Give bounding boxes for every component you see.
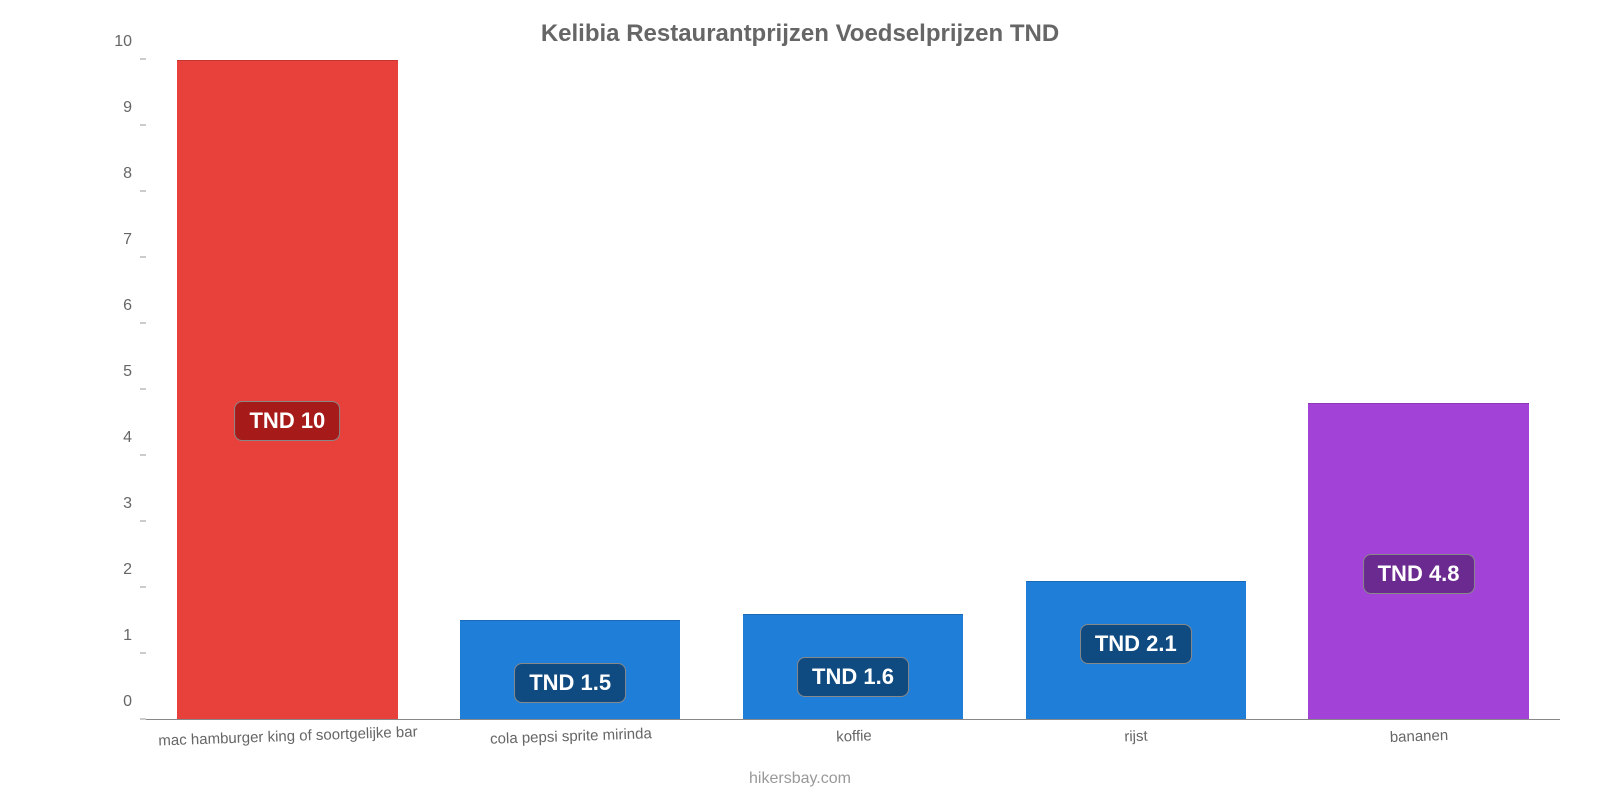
x-label: bananen	[1277, 715, 1560, 750]
bar-koffie: TND 1.6	[743, 614, 964, 719]
y-tick: 9	[123, 99, 132, 117]
bar-mac-hamburger: TND 10	[177, 60, 398, 719]
y-tick: 7	[123, 231, 132, 249]
bar-value-badge: TND 1.6	[797, 657, 909, 697]
bar-slot: TND 1.6	[712, 60, 995, 719]
y-axis: 0 1 2 3 4 5 6 7 8 9 10	[100, 60, 140, 720]
footer-credit: hikersbay.com	[0, 770, 1600, 788]
y-tick: 0	[123, 693, 132, 711]
y-tick: 4	[123, 429, 132, 447]
bar-rijst: TND 2.1	[1026, 581, 1247, 719]
y-tick: 8	[123, 165, 132, 183]
y-tick: 10	[114, 33, 132, 51]
chart-area: 0 1 2 3 4 5 6 7 8 9 10 TND 10	[100, 60, 1560, 720]
y-tick: 3	[123, 495, 132, 513]
bar-value-badge: TND 1.5	[514, 663, 626, 703]
bar-value-badge: TND 2.1	[1080, 624, 1192, 664]
y-tick: 5	[123, 363, 132, 381]
bar-value-badge: TND 10	[234, 401, 340, 441]
bar-slot: TND 2.1	[994, 60, 1277, 719]
bar-cola: TND 1.5	[460, 620, 681, 719]
bar-slot: TND 1.5	[429, 60, 712, 719]
plot-area: TND 10 TND 1.5 TND 1.6 TND 2.1	[146, 60, 1560, 720]
x-label: cola pepsi sprite mirinda	[429, 715, 712, 750]
y-tick: 6	[123, 297, 132, 315]
x-label: mac hamburger king of soortgelijke bar	[146, 715, 429, 750]
y-tick: 2	[123, 561, 132, 579]
bar-slot: TND 10	[146, 60, 429, 719]
chart-title: Kelibia Restaurantprijzen Voedselprijzen…	[0, 0, 1600, 48]
x-axis-labels: mac hamburger king of soortgelijke bar c…	[146, 720, 1560, 745]
x-label: rijst	[994, 715, 1277, 750]
bar-value-badge: TND 4.8	[1363, 554, 1475, 594]
bar-slot: TND 4.8	[1277, 60, 1560, 719]
x-label: koffie	[712, 715, 995, 750]
bars-container: TND 10 TND 1.5 TND 1.6 TND 2.1	[146, 60, 1560, 719]
bar-bananen: TND 4.8	[1308, 403, 1529, 719]
y-tick: 1	[123, 627, 132, 645]
